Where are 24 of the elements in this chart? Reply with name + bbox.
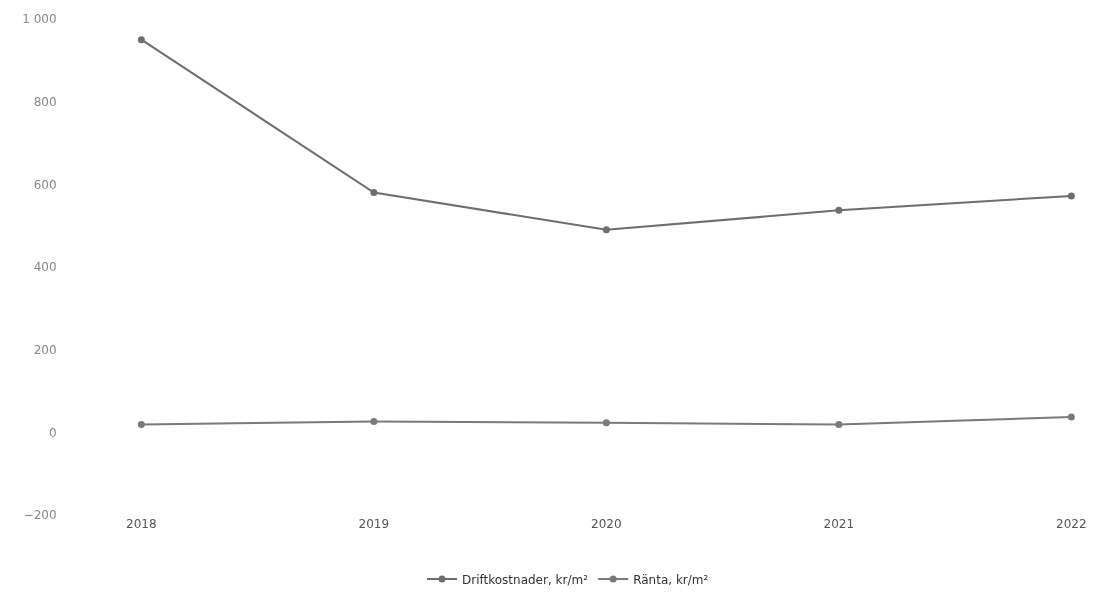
x-tick-label: 2021 xyxy=(823,517,855,531)
y-tick-label: 400 xyxy=(33,260,57,275)
x-tick-label: 2022 xyxy=(1056,517,1087,531)
y-tick-label: 200 xyxy=(33,342,57,357)
legend-label: Driftkostnader, kr/m² xyxy=(462,572,589,587)
point xyxy=(370,189,378,197)
y-tick-label: 600 xyxy=(33,177,57,192)
x-tick-label: 2020 xyxy=(591,517,622,531)
y-tick-label: −200 xyxy=(23,508,57,523)
point xyxy=(1067,413,1075,421)
point xyxy=(602,419,610,427)
point xyxy=(835,206,843,214)
y-tick-label: 800 xyxy=(33,94,57,109)
point xyxy=(137,36,145,44)
point xyxy=(1067,192,1075,200)
point xyxy=(835,420,843,428)
point xyxy=(370,418,378,426)
x-tick-label: 2018 xyxy=(126,517,157,531)
legend-label: Ränta, kr/m² xyxy=(633,572,709,587)
y-tick-label: 1 000 xyxy=(22,12,57,27)
x-tick-label: 2019 xyxy=(358,517,390,531)
point xyxy=(137,420,145,428)
point xyxy=(602,226,610,234)
y-tick-label: 0 xyxy=(48,425,57,440)
